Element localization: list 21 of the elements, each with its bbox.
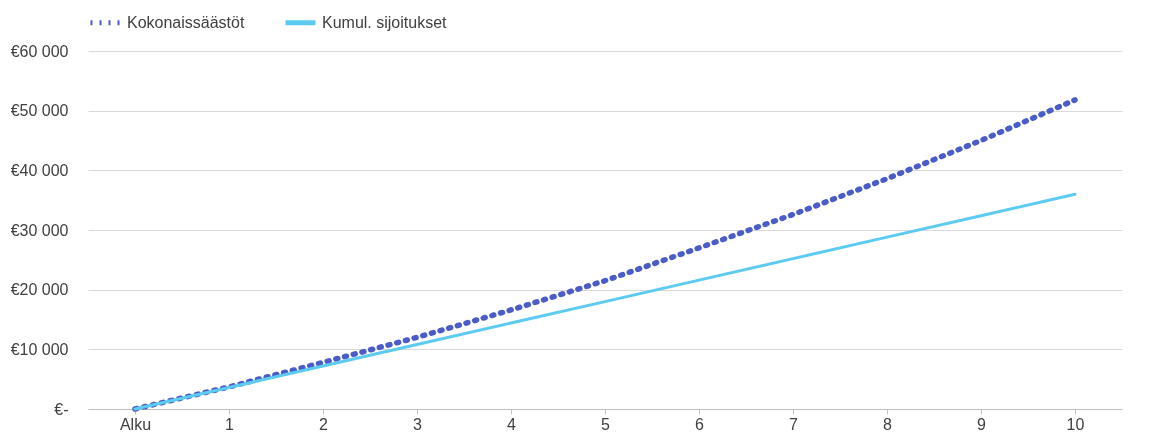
y-tick-label: €50 000 [10, 102, 69, 120]
x-tick-label: 9 [977, 415, 987, 433]
y-tick-label: €30 000 [10, 221, 69, 239]
y-tick-label: €40 000 [10, 161, 69, 179]
x-tick-label: 8 [883, 415, 893, 433]
legend-label: Kokonaissäästöt [127, 13, 245, 31]
y-tick-label: €- [54, 400, 69, 418]
x-tick-label: 4 [507, 415, 517, 433]
x-tick-label: 10 [1066, 415, 1085, 433]
x-tick-label: 2 [319, 415, 329, 433]
line-series [133, 192, 1077, 411]
x-tick-label: 7 [789, 415, 799, 433]
y-tick-label: €60 000 [10, 42, 69, 60]
x-tick-label: 3 [413, 415, 423, 433]
legend-label: Kumul. sijoitukset [322, 13, 448, 31]
x-tick-label: 6 [695, 415, 705, 433]
x-tick-label: 5 [601, 415, 611, 433]
y-tick-label: €20 000 [10, 281, 69, 299]
x-tick-label: Alku [119, 415, 152, 433]
x-tick-label: 1 [225, 415, 235, 433]
y-tick-label: €10 000 [10, 340, 69, 358]
